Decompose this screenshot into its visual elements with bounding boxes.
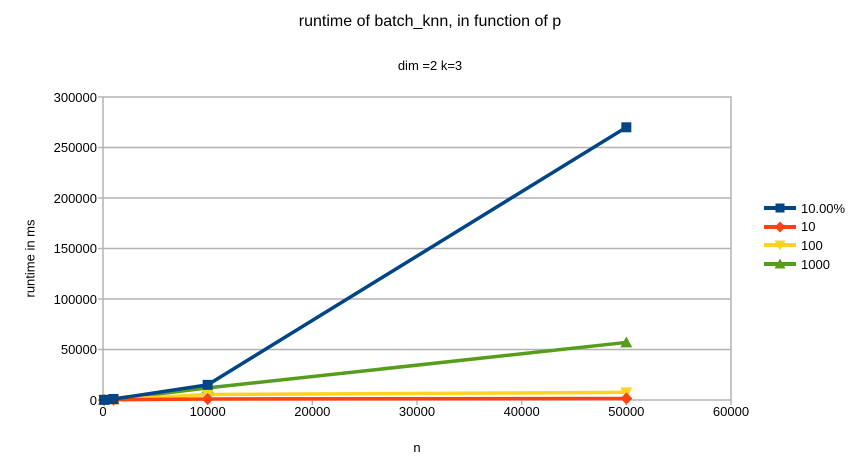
x-tick-label: 40000 [503,404,540,419]
y-tick-label: 0 [89,392,97,408]
series-marker-square [108,393,119,404]
x-axis-title: n [413,440,421,455]
y-tick-label: 200000 [53,190,97,206]
x-tick-label: 50000 [608,404,645,419]
x-tick-label: 60000 [712,404,750,419]
y-tick-label: 300000 [53,89,97,105]
legend-item: 1000 [764,255,845,274]
y-tick-label: 50000 [60,342,97,357]
series-marker-diamond [201,392,214,405]
legend-item: 100 [764,236,845,255]
series-marker-square [775,203,785,213]
series-marker-square [621,122,632,133]
series-marker-triangle-up [620,336,633,348]
legend: 10.00% 10 100 1000 [764,199,845,273]
legend-label: 10.00% [801,200,846,216]
legend-item: 10.00% [764,199,845,218]
y-axis-title: runtime in ms [22,219,38,298]
chart-subtitle: dim =2 k=3 [397,58,463,73]
x-tick-label: 20000 [294,404,331,419]
series-marker-triangle-up [774,258,786,269]
x-tick-label: 0 [99,404,107,419]
legend-label: 100 [801,237,823,253]
legend-swatch-icon [764,240,796,251]
series-marker-diamond [774,221,786,233]
series-marker-triangle-down [774,240,786,251]
x-tick-label: 10000 [189,404,226,419]
y-tick-label: 150000 [53,241,97,256]
legend-item: 10 [764,218,845,237]
series-line [103,125,628,402]
legend-swatch-icon [764,221,796,233]
legend-swatch-icon [764,258,796,269]
series-marker-square [99,394,110,405]
legend-label: 10 [801,219,816,235]
x-tick-label: 30000 [398,404,436,419]
chart-title: runtime of batch_knn, in function of p [298,13,562,30]
y-tick-label: 100000 [53,291,97,307]
legend-swatch-icon [764,203,796,213]
series-marker-diamond [620,392,633,405]
series-line [104,396,627,402]
y-tick-label: 250000 [53,140,97,155]
series-marker-square [202,379,213,390]
plot-area [98,96,732,406]
legend-label: 1000 [801,256,830,272]
